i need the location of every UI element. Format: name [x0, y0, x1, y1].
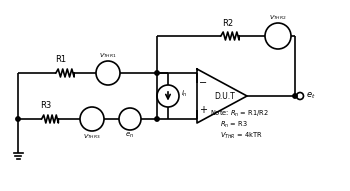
Text: $V_{THR}$ = 4kTR: $V_{THR}$ = 4kTR	[220, 131, 262, 141]
Text: R2: R2	[223, 19, 233, 28]
Text: $e_n$: $e_n$	[125, 131, 134, 140]
Circle shape	[155, 71, 159, 75]
Text: $i_n$: $i_n$	[181, 89, 188, 99]
Text: −: −	[199, 78, 207, 87]
Text: $e_t$: $e_t$	[306, 91, 316, 101]
Text: +: +	[199, 104, 207, 114]
Circle shape	[16, 117, 20, 121]
Text: $V_{THR1}$: $V_{THR1}$	[99, 51, 117, 60]
Text: $R_n$ = R3: $R_n$ = R3	[220, 120, 248, 130]
Circle shape	[293, 94, 297, 98]
Text: R3: R3	[40, 101, 52, 110]
Text: Note: $R_n$ = R1/R2: Note: $R_n$ = R1/R2	[210, 109, 268, 119]
Text: $V_{THR3}$: $V_{THR3}$	[83, 132, 101, 141]
Text: D.U.T: D.U.T	[215, 91, 235, 100]
Circle shape	[155, 117, 159, 121]
Text: $V_{THR2}$: $V_{THR2}$	[269, 13, 287, 22]
Text: R1: R1	[55, 55, 66, 64]
